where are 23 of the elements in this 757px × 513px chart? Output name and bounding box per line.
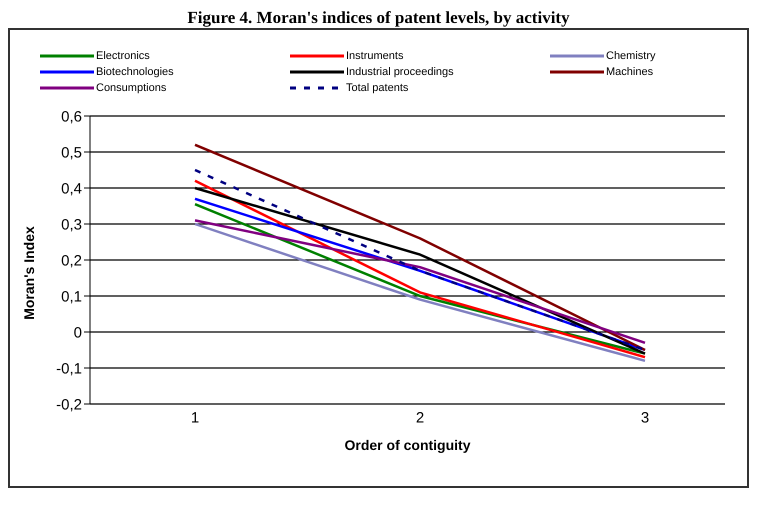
- y-tick-label: 0,2: [61, 252, 82, 270]
- legend-label: Instruments: [346, 50, 404, 62]
- legend-label: Consumptions: [96, 82, 166, 94]
- legend-label: Machines: [606, 66, 654, 78]
- y-tick-label: -0,2: [56, 396, 82, 414]
- x-tick-label: 3: [640, 410, 650, 427]
- y-axis-title: Moran's Index: [21, 226, 38, 320]
- y-tick-label: 0,1: [61, 288, 82, 306]
- y-tick-label: 0,5: [61, 144, 82, 162]
- legend-label: Biotechnologies: [96, 66, 174, 78]
- y-tick-label: 0,3: [61, 216, 82, 234]
- legend-label: Total patents: [346, 82, 408, 94]
- legend-label: Electronics: [96, 50, 150, 62]
- chart-title: Figure 4. Moran's indices of patent levels, by activity: [186, 8, 571, 28]
- y-tick-label: 0,6: [61, 108, 82, 126]
- legend-label: Chemistry: [606, 50, 656, 62]
- x-axis-title: Order of contiguity: [344, 437, 471, 453]
- x-tick-label: 2: [416, 410, 424, 427]
- legend-label: Industrial proceedings: [346, 66, 454, 78]
- y-tick-label: 0,4: [61, 180, 82, 198]
- y-tick-label: -0,1: [56, 360, 82, 378]
- y-tick-label: 0: [74, 324, 82, 342]
- x-tick-label: 1: [190, 410, 200, 427]
